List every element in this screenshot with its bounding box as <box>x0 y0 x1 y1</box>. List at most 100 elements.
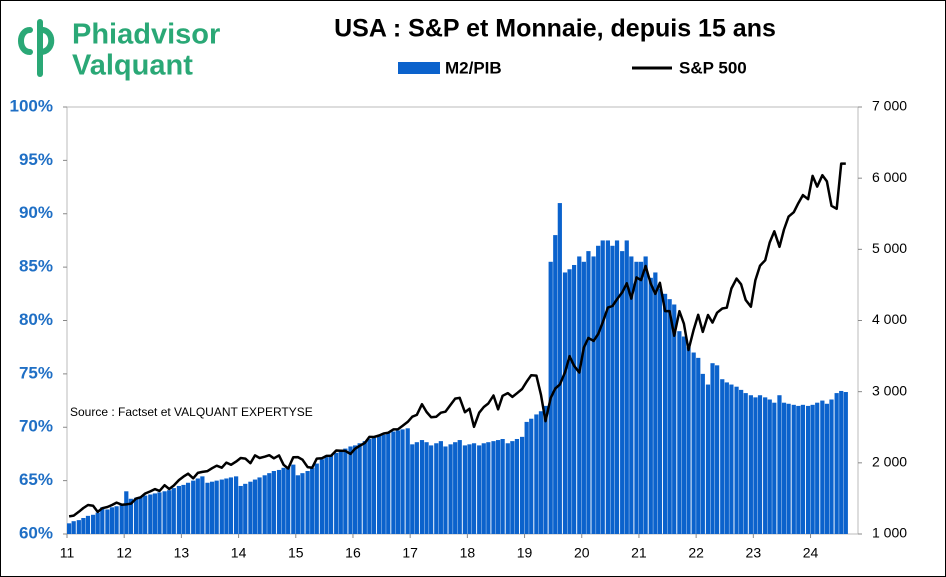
bar <box>667 299 672 534</box>
legend-label: S&P 500 <box>679 58 747 77</box>
bar <box>514 438 520 534</box>
bar <box>152 493 158 534</box>
annotation: Source : Factset et VALQUANT EXPERTYSE <box>70 405 313 419</box>
bar <box>185 482 191 534</box>
bar <box>524 421 529 534</box>
bar <box>338 450 343 534</box>
bar <box>376 435 382 534</box>
y2-tick-label: 2 000 <box>872 454 907 470</box>
y-tick-label: 70% <box>19 417 53 436</box>
bar <box>281 467 286 534</box>
bar <box>100 507 105 534</box>
bar <box>381 434 386 534</box>
bar <box>763 397 768 534</box>
y-tick-label: 100% <box>10 96 53 115</box>
bar <box>328 455 334 534</box>
bar <box>448 444 453 534</box>
bar <box>577 256 582 534</box>
legend-label: M2/PIB <box>445 58 502 77</box>
bar <box>672 304 677 534</box>
bar <box>834 393 839 534</box>
bar <box>839 390 844 534</box>
bar <box>405 428 410 534</box>
bar <box>262 475 267 534</box>
logo-text: Phiadvisor <box>72 19 220 51</box>
bar <box>414 442 419 534</box>
bar <box>500 438 505 534</box>
bar <box>257 477 262 534</box>
x-tick-label: 24 <box>803 545 819 561</box>
bar <box>319 459 325 534</box>
bar <box>191 480 196 534</box>
bar <box>419 440 425 534</box>
bar <box>219 479 224 534</box>
bar <box>205 482 210 534</box>
bar <box>534 414 539 534</box>
bar <box>334 452 339 534</box>
bar <box>686 347 691 534</box>
bar <box>67 523 72 534</box>
chart-title: USA : S&P et Monnaie, depuis 15 ans <box>334 15 776 43</box>
bar <box>286 466 291 534</box>
bar <box>76 520 81 534</box>
bar <box>209 481 215 534</box>
bar <box>348 446 353 534</box>
y-tick-label: 80% <box>19 310 53 329</box>
bar <box>739 389 744 534</box>
bar <box>243 483 248 534</box>
bar <box>805 405 811 534</box>
y2-tick-label: 3 000 <box>872 382 907 398</box>
logo-arc-right <box>37 27 55 55</box>
bar <box>677 331 682 534</box>
bar <box>81 517 86 534</box>
bar <box>529 418 534 534</box>
bar <box>267 473 272 534</box>
bar <box>429 445 434 534</box>
bar <box>71 521 76 534</box>
logo-icon <box>18 19 55 77</box>
bar <box>538 411 544 534</box>
y-tick-label: 65% <box>19 470 53 489</box>
bar <box>734 386 739 534</box>
bar <box>657 288 663 534</box>
y2-tick-label: 1 000 <box>872 525 907 541</box>
bar <box>471 443 477 534</box>
bar <box>757 395 763 534</box>
bar <box>438 441 443 534</box>
bar <box>696 357 701 534</box>
bar <box>705 384 711 534</box>
bar <box>572 264 577 534</box>
bar <box>324 457 329 534</box>
bar <box>624 240 629 534</box>
bar <box>620 251 625 535</box>
bar <box>143 495 148 534</box>
bar <box>276 469 282 534</box>
bar <box>653 272 658 534</box>
bar <box>477 445 482 534</box>
bar <box>767 399 772 534</box>
bar <box>462 445 467 534</box>
bar <box>310 467 315 534</box>
bar <box>691 352 696 534</box>
bar <box>777 395 782 534</box>
bar <box>648 277 653 534</box>
bar <box>148 494 153 534</box>
bar <box>786 403 791 534</box>
bar <box>128 498 133 534</box>
x-tick-label: 17 <box>402 545 418 561</box>
bar <box>314 463 319 534</box>
bar <box>467 444 472 534</box>
bar <box>124 491 129 534</box>
bar <box>105 509 110 534</box>
bar <box>214 480 219 534</box>
bar <box>824 403 830 534</box>
bar <box>410 444 415 534</box>
bar <box>820 400 825 534</box>
bar <box>481 443 486 534</box>
y2-tick-label: 4 000 <box>872 311 907 327</box>
bar <box>181 484 186 534</box>
bar <box>195 478 200 534</box>
bar <box>367 438 372 534</box>
x-tick-label: 15 <box>288 545 304 561</box>
